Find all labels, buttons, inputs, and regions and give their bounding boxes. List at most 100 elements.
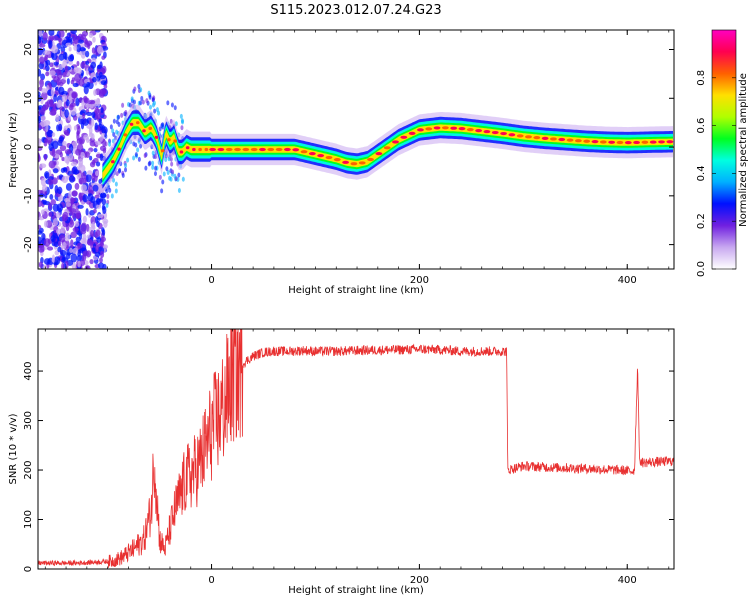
spectrogram-noise-cell <box>57 139 64 147</box>
spectrogram-noise-cell <box>87 170 93 176</box>
spectrogram-noise-cell <box>90 216 97 225</box>
spectrogram-noise-cell <box>96 204 102 210</box>
x-tick-label: 0 <box>208 575 214 586</box>
spectrogram-noise-cell <box>54 185 59 194</box>
spectrogram-peak-cell <box>433 126 441 130</box>
spectrogram-peak-cell <box>466 128 474 132</box>
spectrogram-noise-cell <box>43 220 48 228</box>
spectrogram-noise-cell <box>101 55 106 60</box>
x-tick-label: 200 <box>410 575 429 586</box>
spectrogram-noise-cell <box>85 137 90 143</box>
spectrogram-noise-cell <box>132 141 136 147</box>
spectrogram-noise-cell <box>45 124 49 133</box>
snr-series-line <box>38 329 674 568</box>
spectrogram-peak-cell <box>558 137 566 142</box>
spectrogram-noise-cell <box>153 108 157 114</box>
spectrogram-noise-cell <box>103 84 108 89</box>
spectrogram-noise-cell <box>51 148 56 158</box>
spectrogram-noise-cell <box>50 234 56 243</box>
spectrogram-noise-cell <box>91 133 95 140</box>
spectrogram-noise-cell <box>95 244 99 253</box>
spectrogram-peak-cell <box>308 152 316 156</box>
spectrogram-noise-cell <box>52 140 59 150</box>
spectrogram-noise-cell <box>38 138 42 144</box>
spectrogram-noise-cell <box>97 262 104 269</box>
spectrogram-noise-cell <box>100 80 108 86</box>
spectrogram-noise-cell <box>91 159 96 165</box>
spectrogram-noise-cell <box>117 168 121 174</box>
spectrogram-noise-cell <box>85 103 92 108</box>
spectrogram-noise-cell <box>74 182 80 190</box>
spectrogram-noise-cell <box>147 161 151 167</box>
spectrogram-noise-cell <box>63 129 70 136</box>
spectrogram-noise-cell <box>82 194 88 203</box>
spectrogram-noise-cell <box>61 214 68 222</box>
spectrogram-noise-cell <box>75 212 81 220</box>
y-tick-label: 200 <box>23 460 34 479</box>
spectrogram-noise-cell <box>93 89 97 97</box>
spectrogram-noise-cell <box>92 76 97 83</box>
spectrogram-noise-cell <box>59 249 67 256</box>
spectrogram-noise-cell <box>166 100 170 106</box>
spectrogram-peak-cell <box>225 147 233 152</box>
colorbar-frame <box>711 29 737 270</box>
spectrogram-noise-cell <box>61 262 65 269</box>
spectrogram-noise-cell <box>101 204 106 211</box>
spectrogram-noise-cell <box>124 162 128 168</box>
spectrogram-noise-cell <box>38 30 43 37</box>
spectrogram-noise-cell <box>83 177 87 184</box>
spectrogram-noise-cell <box>140 95 144 101</box>
spectrogram-noise-cell <box>57 246 62 253</box>
spectrogram-noise-cell <box>40 73 46 81</box>
spectrogram-noise-cell <box>38 43 46 48</box>
spectrogram-noise-cell <box>71 92 78 99</box>
spectrogram-noise-cell <box>89 140 96 147</box>
spectrogram-peak-cell <box>185 146 190 150</box>
spectrogram-noise-cell <box>179 113 183 119</box>
spectrogram-noise-cell <box>112 118 116 124</box>
spectrogram-noise-cell <box>100 107 104 114</box>
spectrogram-noise-cell <box>139 143 143 149</box>
spectrogram-peak-cell <box>491 130 499 135</box>
spectrogram-peak-cell <box>148 126 153 130</box>
spectrogram-noise-cell <box>57 37 62 42</box>
spectrogram-noise-cell <box>43 153 48 161</box>
spectrogram-noise-cell <box>64 197 71 203</box>
spectrogram-noise-cell <box>65 42 72 47</box>
spectrogram-noise-cell <box>66 78 70 85</box>
spectrogram-noise-cell <box>38 68 42 77</box>
spectrogram-noise-cell <box>59 234 66 243</box>
colorbar-gradient <box>712 30 736 269</box>
spectrogram-peak-cell <box>242 147 250 152</box>
x-tick-label: 0 <box>208 275 214 286</box>
spectrogram-peak-cell <box>167 138 171 142</box>
spectrogram-peak-cell <box>400 135 408 139</box>
snr-frame <box>37 328 675 570</box>
spectrogram-noise-cell <box>180 118 184 124</box>
spectrogram-peak-cell <box>300 150 308 154</box>
spectrogram-noise-cell <box>38 261 43 268</box>
spectrogram-peak-cell <box>616 140 624 145</box>
spectrogram-peak-cell <box>259 147 266 152</box>
spectrogram-noise-cell <box>57 196 62 202</box>
spectrogram-peak-cell <box>649 140 657 144</box>
spectrogram-noise-cell <box>94 106 99 115</box>
spectrogram-noise-cell <box>97 213 104 219</box>
spectrogram-noise-cell <box>76 60 80 67</box>
spectrogram-noise-cell <box>61 175 69 184</box>
y-tick-label: 20 <box>23 43 34 56</box>
spectrogram-noise-cell <box>94 113 101 120</box>
spectrogram-noise-cell <box>143 153 147 159</box>
spectrogram-noise-cell <box>77 204 84 209</box>
spectrogram-noise-cell <box>52 103 57 110</box>
spectrogram-noise-cell <box>70 239 74 249</box>
spectrogram-peak-cell <box>624 141 632 145</box>
spectrogram-noise-cell <box>63 167 68 173</box>
y-tick-label: 100 <box>23 510 34 529</box>
spectrogram-peak-cell <box>450 126 458 130</box>
spectrogram-peak-cell <box>204 147 209 152</box>
spectrogram-noise-cell <box>152 100 156 106</box>
spectrogram-noise-cell <box>48 30 55 36</box>
spectrogram-noise-cell <box>82 118 89 126</box>
